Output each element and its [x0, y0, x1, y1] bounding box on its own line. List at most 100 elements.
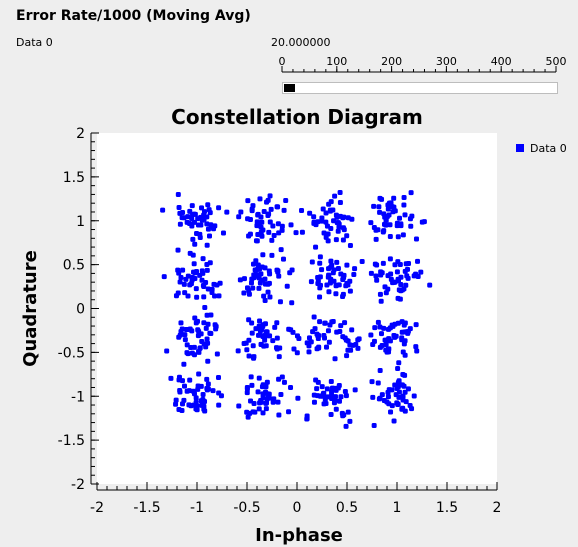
- data-point: [328, 264, 334, 270]
- data-point: [279, 227, 285, 233]
- data-point: [332, 356, 338, 362]
- data-point: [401, 195, 407, 201]
- data-point: [315, 379, 321, 385]
- data-point: [395, 320, 401, 326]
- data-point: [291, 346, 297, 352]
- data-point: [276, 273, 282, 279]
- data-point: [375, 319, 381, 325]
- x-axis-title: In-phase: [255, 525, 343, 546]
- data-point: [260, 394, 266, 400]
- data-point: [317, 319, 323, 325]
- gauge-scale: 0 100 200 300 400 500: [279, 55, 567, 73]
- data-point: [405, 328, 411, 334]
- y-tick-label: -2: [71, 477, 85, 493]
- data-point: [295, 395, 301, 401]
- data-point: [414, 348, 420, 354]
- data-point: [194, 294, 200, 300]
- data-point: [205, 358, 211, 364]
- data-point: [271, 233, 277, 239]
- data-point: [370, 394, 376, 400]
- data-point: [209, 286, 215, 292]
- gauge-tick-label: 0: [279, 55, 286, 68]
- data-point: [202, 399, 208, 405]
- data-point: [307, 210, 313, 216]
- data-point: [205, 381, 211, 387]
- data-point: [306, 343, 312, 349]
- data-point: [192, 241, 198, 247]
- data-point: [270, 338, 276, 344]
- data-point: [259, 233, 265, 239]
- data-point: [265, 391, 271, 397]
- data-point: [178, 320, 184, 326]
- gauge-tick-label: 400: [491, 55, 512, 68]
- data-point: [181, 361, 187, 367]
- data-point: [333, 212, 339, 218]
- data-point: [324, 344, 330, 350]
- data-point: [160, 207, 166, 213]
- y-tick-label: 1.5: [63, 170, 85, 186]
- data-point: [288, 222, 294, 228]
- data-point: [352, 266, 358, 272]
- data-point: [314, 331, 320, 337]
- data-point: [204, 387, 210, 393]
- data-point: [264, 199, 270, 205]
- data-point: [177, 332, 183, 338]
- data-point: [198, 222, 204, 228]
- data-point: [208, 312, 214, 318]
- data-point: [368, 332, 374, 338]
- data-point: [374, 277, 380, 283]
- data-point: [392, 262, 398, 268]
- data-point: [379, 270, 385, 276]
- data-point: [204, 261, 210, 267]
- data-point: [395, 234, 401, 240]
- data-point: [284, 283, 290, 289]
- data-point: [168, 375, 174, 381]
- data-point: [199, 268, 205, 274]
- x-tick-label: -1.5: [133, 500, 160, 516]
- data-point: [205, 286, 211, 292]
- data-point: [236, 403, 242, 409]
- data-point: [193, 395, 199, 401]
- data-point: [261, 208, 267, 214]
- data-point: [255, 389, 261, 395]
- data-point: [380, 260, 386, 266]
- data-point: [265, 289, 271, 295]
- data-point: [274, 204, 280, 210]
- series-data-0: [160, 190, 433, 429]
- data-point: [256, 275, 262, 281]
- data-point: [220, 230, 226, 236]
- data-point: [187, 208, 193, 214]
- data-point: [258, 271, 264, 277]
- data-point: [378, 298, 384, 304]
- data-point: [345, 215, 351, 221]
- data-point: [320, 206, 326, 212]
- data-point: [394, 385, 400, 391]
- data-point: [187, 220, 193, 226]
- data-point: [186, 388, 192, 394]
- data-point: [262, 337, 268, 343]
- data-point: [400, 349, 406, 355]
- data-point: [244, 347, 250, 353]
- data-point: [257, 266, 263, 272]
- data-point: [370, 341, 376, 347]
- data-point: [347, 278, 353, 284]
- data-point: [204, 221, 210, 227]
- data-point: [289, 300, 295, 306]
- data-point: [374, 262, 380, 268]
- data-point: [235, 348, 241, 354]
- y-tick-label: -0.5: [58, 345, 85, 361]
- data-point: [179, 215, 185, 221]
- data-point: [212, 322, 218, 328]
- data-point: [308, 279, 314, 285]
- y-tick-label: 0.5: [63, 258, 85, 274]
- data-point: [210, 388, 216, 394]
- data-point: [271, 396, 277, 402]
- data-point: [275, 221, 281, 227]
- data-point: [340, 237, 346, 243]
- data-point: [247, 410, 253, 416]
- data-point: [328, 258, 334, 264]
- data-point: [261, 293, 267, 299]
- data-point: [319, 267, 325, 273]
- data-point: [378, 331, 384, 337]
- data-point: [252, 267, 258, 273]
